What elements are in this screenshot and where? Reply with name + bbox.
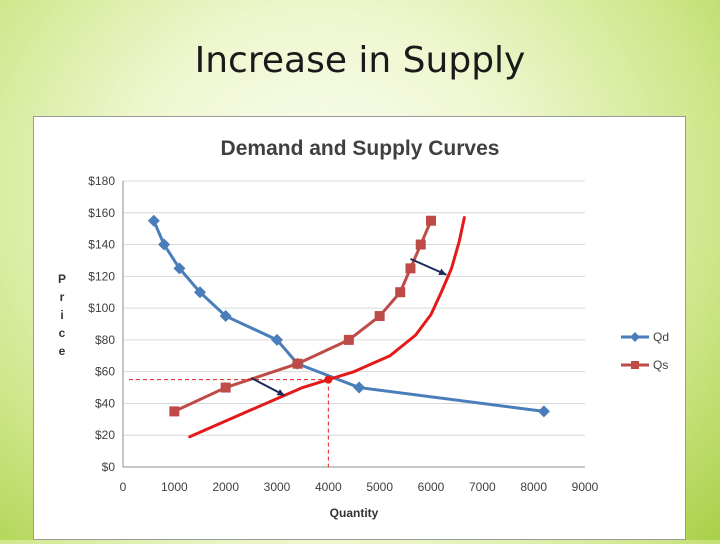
point-qd [158,238,171,251]
point-qs [395,287,406,298]
x-tick-label: 0 [120,480,127,494]
point-qs [292,358,303,369]
point-qd [219,310,232,323]
series-line-qs [173,220,433,413]
chart-frame: Demand and Supply Curves $0 $20 $40 $60 $80 $… [33,116,686,540]
y-tick-label: $80 [95,333,115,347]
point-qd [147,214,160,227]
y-axis-label-letter: r [60,290,65,304]
series-layer [147,214,550,418]
legend-label-qd: Qd [653,330,669,344]
x-tick-label: 7000 [469,480,496,494]
x-tick-label: 8000 [520,480,547,494]
y-tick-label: $60 [95,365,115,379]
series-line-qd [152,220,545,413]
x-tick-label: 5000 [366,480,393,494]
tick-labels: $0 $20 $40 $60 $80 $100 $120 $140 $160 $180 0 1000 2… [88,174,598,494]
slide-title: Increase in Supply [194,40,526,81]
x-tick-label: 6000 [418,480,445,494]
x-tick-label: 2000 [212,480,239,494]
chart-title: Demand and Supply Curves [221,137,500,160]
demand-supply-chart: Demand and Supply Curves $0$20$40$60$80$… [58,137,669,520]
legend-marker-qd [630,332,640,342]
y-tick-label: $180 [88,174,115,188]
legend-marker-qs [631,361,639,369]
point-qd [353,381,366,394]
gridlines [123,180,585,436]
point-qd [271,333,283,346]
annotations-layer [129,216,466,467]
point-qd [194,286,206,299]
y-axis-label-letter: c [59,326,66,340]
shift-arrowhead [276,389,285,396]
equilibrium-point [324,375,333,384]
y-tick-label: $0 [102,460,116,474]
x-axis-label: Quantity [330,506,379,520]
point-qd [537,405,550,418]
y-tick-label: $120 [88,269,115,283]
legend: Qd Qs [621,330,669,372]
y-tick-label: $140 [88,238,115,252]
y-tick-label: $20 [95,428,115,442]
shift-arrowhead [438,268,447,276]
y-tick-label: $40 [95,396,115,410]
point-qd [173,262,186,275]
new-supply-curve [188,216,466,439]
x-tick-label: 1000 [161,480,188,494]
y-axis-label-letter: i [60,308,63,322]
y-tick-label: $100 [88,301,115,315]
legend-label-qs: Qs [653,358,668,372]
x-tick-label: 9000 [572,480,599,494]
point-qs [374,311,385,322]
x-tick-label: 3000 [264,480,291,494]
point-qs [220,382,231,393]
point-qs [426,215,436,226]
point-qs [405,263,416,274]
point-qs [415,239,426,250]
point-qs [169,406,180,417]
y-axis-label-letter: e [59,344,66,358]
y-axis-label-letter: P [58,272,66,286]
x-tick-label: 4000 [315,480,342,494]
axes [122,181,585,468]
point-qs [343,334,354,345]
y-tick-label: $160 [88,206,115,220]
